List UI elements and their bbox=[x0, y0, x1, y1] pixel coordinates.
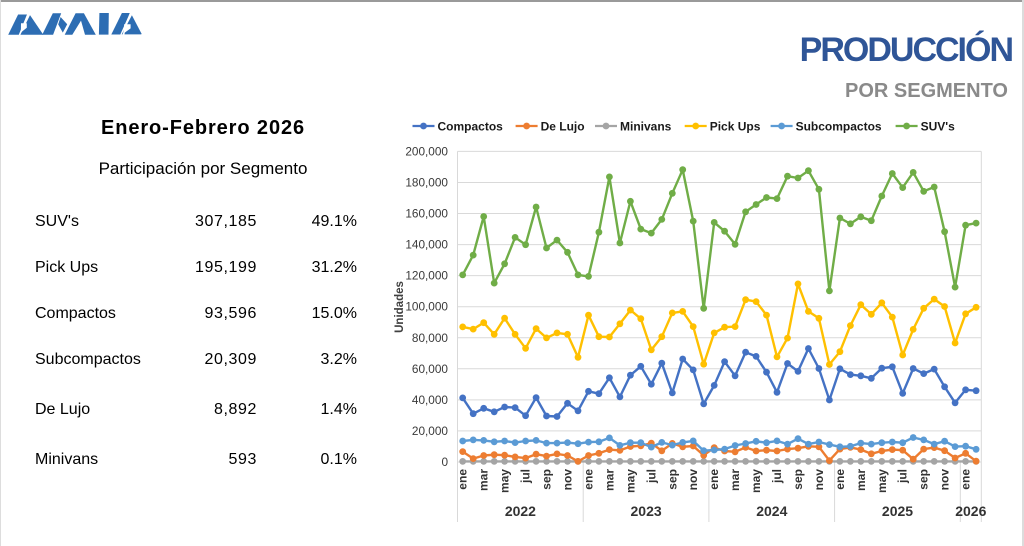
svg-text:mar: mar bbox=[728, 469, 742, 491]
svg-text:Minivans: Minivans bbox=[620, 120, 672, 134]
svg-text:ene: ene bbox=[582, 469, 596, 490]
svg-text:0: 0 bbox=[441, 455, 448, 469]
svg-text:sep: sep bbox=[665, 469, 679, 490]
svg-text:nov: nov bbox=[938, 469, 952, 491]
svg-text:2022: 2022 bbox=[505, 503, 536, 519]
svg-text:100,000: 100,000 bbox=[405, 300, 448, 314]
svg-text:2024: 2024 bbox=[756, 503, 787, 519]
svg-text:Unidades: Unidades bbox=[394, 281, 406, 333]
svg-text:20,000: 20,000 bbox=[412, 424, 449, 438]
svg-text:De Lujo: De Lujo bbox=[541, 120, 585, 134]
svg-text:2026: 2026 bbox=[955, 503, 986, 519]
svg-text:sep: sep bbox=[791, 469, 805, 490]
svg-text:nov: nov bbox=[812, 469, 826, 491]
svg-text:jul: jul bbox=[896, 469, 910, 484]
svg-text:jul: jul bbox=[644, 469, 658, 484]
svg-text:60,000: 60,000 bbox=[412, 362, 449, 376]
svg-text:may: may bbox=[498, 469, 512, 493]
svg-text:ene: ene bbox=[959, 469, 973, 490]
svg-text:ene: ene bbox=[833, 469, 847, 490]
svg-text:mar: mar bbox=[854, 469, 868, 491]
svg-text:ene: ene bbox=[456, 469, 470, 490]
svg-text:180,000: 180,000 bbox=[405, 176, 448, 190]
svg-text:40,000: 40,000 bbox=[412, 393, 449, 407]
svg-text:Compactos: Compactos bbox=[438, 120, 504, 134]
svg-text:nov: nov bbox=[561, 469, 575, 491]
svg-text:80,000: 80,000 bbox=[412, 331, 449, 345]
svg-text:nov: nov bbox=[686, 469, 700, 491]
svg-text:200,000: 200,000 bbox=[405, 144, 448, 158]
svg-text:mar: mar bbox=[477, 469, 491, 491]
svg-text:160,000: 160,000 bbox=[405, 207, 448, 221]
svg-text:sep: sep bbox=[917, 469, 931, 490]
svg-text:may: may bbox=[749, 469, 763, 493]
svg-text:Subcompactos: Subcompactos bbox=[796, 120, 882, 134]
svg-text:mar: mar bbox=[602, 469, 616, 491]
svg-text:SUV's: SUV's bbox=[921, 120, 956, 134]
svg-text:120,000: 120,000 bbox=[405, 269, 448, 283]
svg-text:may: may bbox=[623, 469, 637, 493]
svg-text:ene: ene bbox=[707, 469, 721, 490]
svg-text:2023: 2023 bbox=[631, 503, 662, 519]
svg-text:may: may bbox=[875, 469, 889, 493]
svg-text:jul: jul bbox=[519, 469, 533, 484]
svg-text:140,000: 140,000 bbox=[405, 238, 448, 252]
svg-text:jul: jul bbox=[770, 469, 784, 484]
svg-text:Pick Ups: Pick Ups bbox=[710, 120, 761, 134]
svg-text:sep: sep bbox=[540, 469, 554, 490]
svg-text:2025: 2025 bbox=[882, 503, 913, 519]
